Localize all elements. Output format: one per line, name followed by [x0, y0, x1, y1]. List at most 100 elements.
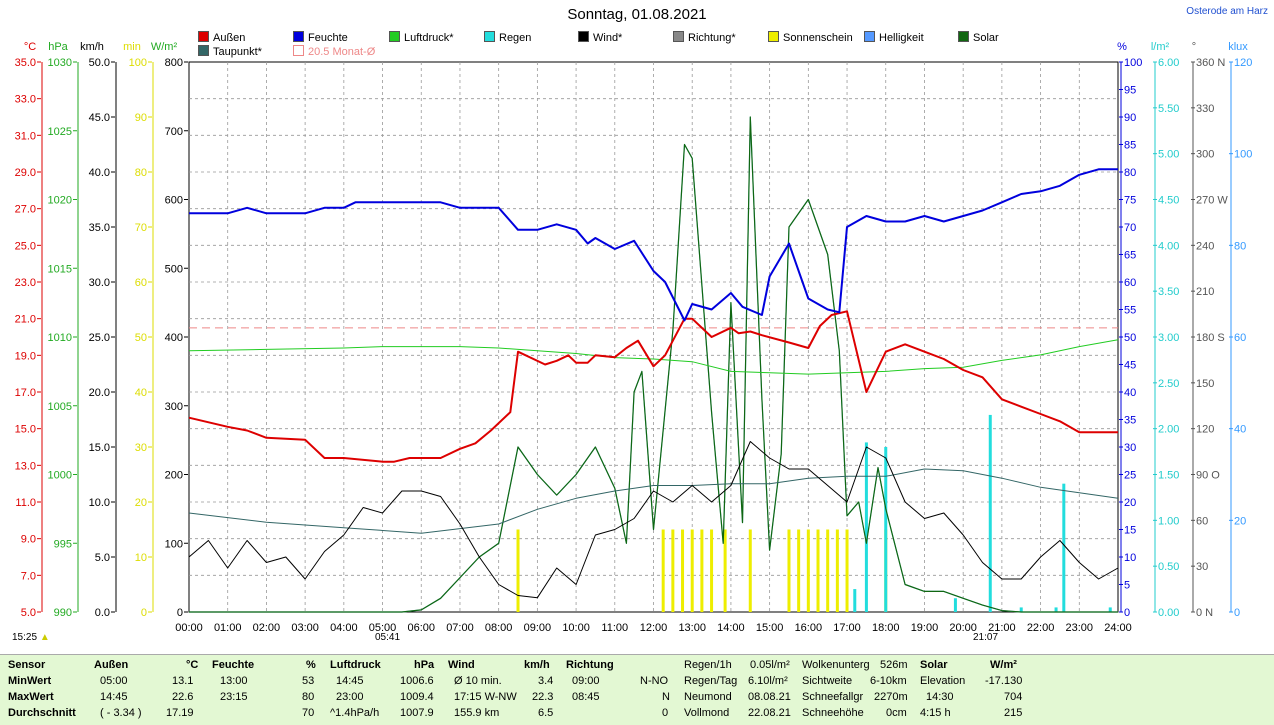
richtung-avg-value: 0 [662, 707, 669, 719]
legend-label: Feuchte [308, 32, 348, 44]
aussen-avg-note: ( - 3.34 ) [100, 707, 142, 719]
time-tick: 09:00 [524, 622, 552, 634]
kmh-axis-tick: 20.0 [89, 387, 110, 399]
pct-axis-tick: 40 [1124, 387, 1136, 399]
legend-swatch [864, 31, 875, 42]
solar-elevation-value: -17.130 [985, 675, 1023, 687]
rain-bar [853, 589, 857, 612]
legend-swatch [484, 31, 495, 42]
hpa-axis-tick: 995 [54, 538, 72, 550]
legend-swatch [768, 31, 779, 42]
row-min: MinWert [8, 675, 52, 687]
klux-axis-tick: 0 [1234, 607, 1240, 619]
min-axis-tick: 70 [135, 222, 147, 234]
sunshine-bar [710, 529, 714, 612]
rain-bar [1054, 607, 1058, 612]
klux-axis-tick: 20 [1234, 515, 1246, 527]
klux-axis-tick: 80 [1234, 240, 1246, 252]
deg-axis-tick: 210 [1196, 286, 1214, 298]
deg-axis-tick: 90 O [1196, 470, 1220, 482]
now-marker: 15:25 ▲ [12, 632, 50, 643]
klux-axis-tick: 100 [1234, 149, 1252, 161]
kmh-axis-tick: 45.0 [89, 112, 110, 124]
temp-axis-tick: 35.0 [15, 57, 36, 69]
solar-duration: 4:15 h [920, 707, 951, 719]
time-tick: 10:00 [562, 622, 590, 634]
kmh-axis-tick: 35.0 [89, 222, 110, 234]
wm2-axis-tick: 500 [165, 263, 183, 275]
lm2-axis-tick: 2.50 [1158, 378, 1179, 390]
wind-distance: 155.9 km [454, 707, 500, 719]
legend-swatch [293, 31, 304, 42]
sunshine-bar [835, 529, 839, 612]
location-label: Osterode am Harz [1186, 6, 1268, 17]
solar-header: Solar [920, 659, 948, 671]
min-axis-tick: 40 [135, 387, 147, 399]
luftdruck-min-value: 1006.6 [400, 675, 434, 687]
pct-axis-tick: 65 [1124, 250, 1136, 262]
temp-axis-tick: 23.0 [15, 277, 36, 289]
min-axis-tick: 10 [135, 552, 147, 564]
legend-item-sonne: Sonnenschein [768, 31, 853, 44]
lm2-axis-tick: 3.50 [1158, 286, 1179, 298]
temp-axis-tick: 21.0 [15, 314, 36, 326]
time-tick: 07:00 [446, 622, 474, 634]
pct-axis-tick: 75 [1124, 195, 1136, 207]
legend-label: Taupunkt* [213, 46, 262, 58]
series-wind-line [188, 441, 1119, 599]
time-tick: 24:00 [1104, 622, 1132, 634]
pct-axis-tick: 5 [1124, 580, 1130, 592]
temp-axis-tick: 19.0 [15, 350, 36, 362]
legend-label: Solar [973, 32, 999, 44]
deg-axis-tick: 270 W [1196, 195, 1228, 207]
time-tick: 04:00 [330, 622, 358, 634]
sunshine-bar [690, 529, 694, 612]
kmh-axis-tick: 5.0 [95, 552, 110, 564]
lm2-axis-tick: 0.50 [1158, 561, 1179, 573]
pct-axis-tick: 80 [1124, 167, 1136, 179]
time-tick: 06:00 [407, 622, 435, 634]
legend-swatch [578, 31, 589, 42]
wm2-axis-tick: 600 [165, 195, 183, 207]
luftdruck-trend: ^1.4hPa/h [330, 707, 380, 719]
deg-axis-tick: 330 [1196, 103, 1214, 115]
sensor-header: Sensor [8, 659, 46, 671]
schneehoehe-value: 0cm [886, 707, 907, 719]
time-tick: 03:00 [291, 622, 319, 634]
min-axis-tick: 100 [129, 57, 147, 69]
time-tick: 08:00 [485, 622, 513, 634]
aussen-max-time: 14:45 [100, 691, 128, 703]
legend-swatch [673, 31, 684, 42]
legend-label: Luftdruck* [404, 32, 454, 44]
pct-axis-tick: 85 [1124, 140, 1136, 152]
klux-axis-tick: 40 [1234, 424, 1246, 436]
hpa-axis-tick: 1030 [48, 57, 72, 69]
time-tick: 21:00 [988, 622, 1016, 634]
rain-bar [1062, 483, 1066, 612]
chart-area: 35.0 33.0 31.0 29.0 27.0 25.0 23.0 21.0 19.0 17.0… [15, 41, 1253, 634]
schneehoehe-label: Schneehöhe [802, 707, 864, 719]
unit-label: ° [1192, 41, 1196, 53]
rain-bar [1108, 607, 1112, 612]
wm2-axis-tick: 100 [165, 538, 183, 550]
time-tick: 02:00 [253, 622, 281, 634]
temp-axis-tick: 31.0 [15, 130, 36, 142]
wolken-value: 526m [880, 659, 908, 671]
lm2-axis-tick: 4.00 [1158, 240, 1179, 252]
schneefallgr-value: 2270m [874, 691, 908, 703]
legend-swatch [293, 45, 304, 56]
kmh-axis-tick: 40.0 [89, 167, 110, 179]
time-tick: 22:00 [1027, 622, 1055, 634]
wm2-axis-tick: 0 [177, 607, 183, 619]
sunshine-bar [806, 529, 810, 612]
time-tick: 17:00 [833, 622, 861, 634]
wm2-axis-tick: 800 [165, 57, 183, 69]
sunshine-bar [671, 529, 675, 612]
temp-axis-tick: 25.0 [15, 240, 36, 252]
pct-axis-tick: 30 [1124, 442, 1136, 454]
wind-min-label: Ø 10 min. [454, 675, 502, 687]
rain-bar [953, 598, 957, 612]
aussen-unit: °C [186, 659, 199, 671]
feuchte-min-value: 53 [302, 675, 315, 687]
temp-axis-tick: 9.0 [21, 534, 36, 546]
